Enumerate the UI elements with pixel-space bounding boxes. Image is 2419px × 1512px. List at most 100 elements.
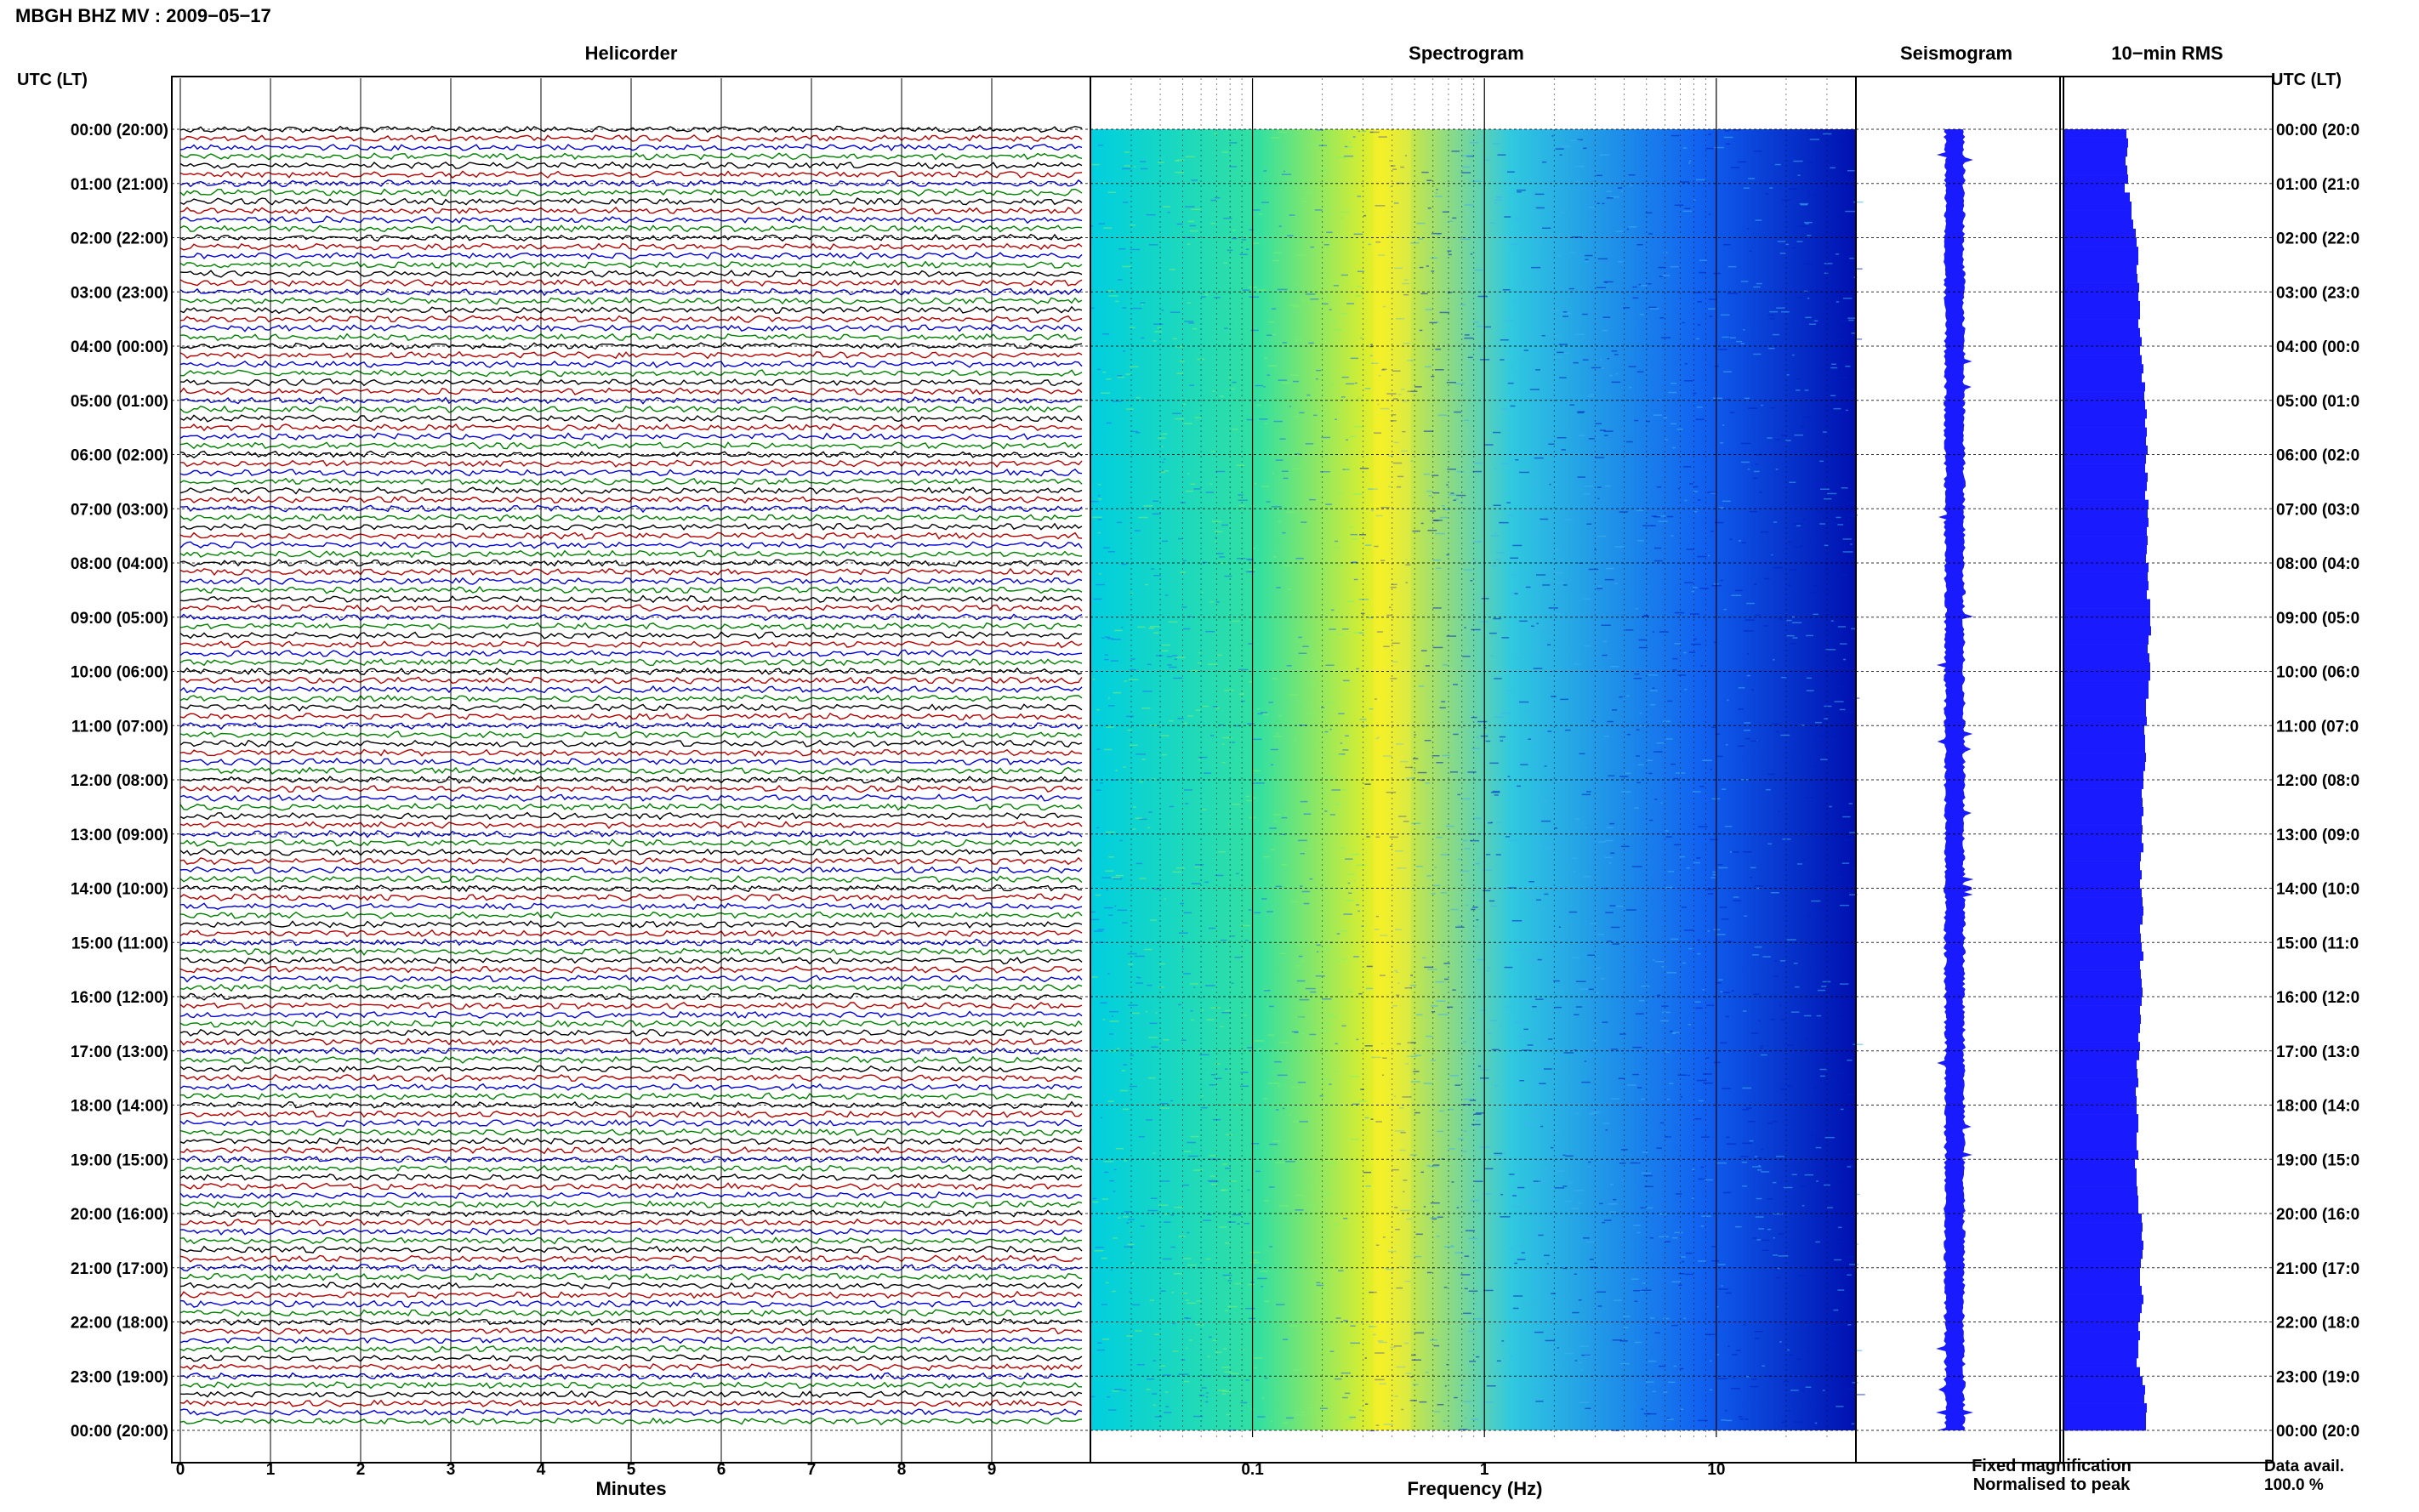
spectrogram-speckle (1331, 1013, 1334, 1015)
spectrogram-speckle (1849, 258, 1854, 259)
spectrogram-speckle (1301, 960, 1305, 963)
spectrogram-speckle (1234, 957, 1242, 958)
spectrogram-speckle (1184, 789, 1192, 791)
spectrogram-speckle (1277, 288, 1288, 291)
spectrogram-speckle (1851, 333, 1856, 334)
spectrogram-speckle (1130, 248, 1141, 251)
spectrogram-speckle (1170, 1246, 1176, 1248)
spectrogram-speckle (1345, 858, 1353, 860)
spectrogram-speckle (1351, 1139, 1359, 1140)
spectrogram-speckle (1100, 1117, 1103, 1119)
spectrogram-speckle (1587, 954, 1595, 956)
spectrogram-speckle (1517, 657, 1523, 659)
spectrogram-speckle (1688, 947, 1693, 950)
spectrogram-speckle (1294, 415, 1300, 418)
spectrogram-speckle (1390, 586, 1397, 588)
spectrogram-speckle (1164, 458, 1166, 460)
spectrogram-speckle (1830, 367, 1838, 369)
spectrogram-speckle (1315, 568, 1325, 571)
spectrogram-speckle (1202, 561, 1208, 564)
spectrogram-speckle (1654, 560, 1663, 562)
spectrogram-speckle (1717, 864, 1723, 866)
spectrogram-speckle (1768, 347, 1775, 350)
spectrogram-speckle (1132, 806, 1136, 808)
spectrogram-speckle (1603, 736, 1609, 737)
spectrogram-speckle (1731, 1388, 1740, 1390)
spectrogram-speckle (1549, 690, 1558, 692)
spectrogram-speckle (1732, 990, 1734, 992)
spectrogram-speckle (1594, 549, 1597, 551)
spectrogram-speckle (1759, 1047, 1763, 1049)
spectrogram-speckle (1523, 1304, 1532, 1305)
spectrogram-speckle (1500, 1193, 1504, 1196)
spectrogram-speckle (1254, 912, 1261, 914)
spectrogram-speckle (1746, 602, 1756, 605)
spectrogram-speckle (1731, 167, 1739, 168)
spectrogram-speckle (1582, 876, 1591, 878)
spectrogram-speckle (1597, 1305, 1602, 1307)
spectrogram-speckle (1275, 459, 1283, 461)
spectrogram-speckle (1634, 1300, 1638, 1302)
spectrogram-speckle (1494, 532, 1497, 534)
spectrogram-speckle (1480, 1009, 1487, 1011)
spectrogram-speckle (1638, 999, 1645, 1002)
spectrogram-speckle (1375, 1378, 1385, 1381)
spectrogram-speckle (1427, 969, 1437, 970)
spectrogram-speckle (1164, 1412, 1172, 1413)
spectrogram-speckle (1456, 1207, 1460, 1208)
spectrogram-speckle (1272, 333, 1277, 336)
rms-bar (2063, 409, 2147, 419)
spectrogram-speckle (1761, 1171, 1770, 1173)
spectrogram-speckle (1175, 160, 1180, 162)
spectrogram-speckle (1741, 281, 1749, 282)
spectrogram-speckle (1847, 1060, 1853, 1061)
spectrogram-speckle (1776, 1156, 1784, 1157)
spectrogram-speckle (1432, 520, 1443, 521)
spectrogram-speckle (1854, 268, 1863, 270)
spectrogram-speckle (1390, 165, 1396, 167)
spectrogram-speckle (1190, 1010, 1193, 1012)
spectrogram-speckle (1269, 1246, 1273, 1248)
spectrogram-speckle (1469, 1018, 1472, 1020)
spectrogram-speckle (1249, 1317, 1255, 1320)
spectrogram-speckle (1490, 565, 1497, 567)
spectrogram-speckle (1378, 254, 1386, 256)
spectrogram-speckle (1540, 820, 1551, 822)
spectrogram-speckle (1514, 218, 1521, 220)
spectrogram-speckle (1636, 729, 1640, 730)
spectrogram-speckle (1847, 1388, 1855, 1390)
spectrogram-speckle (1171, 1292, 1174, 1293)
spectrogram-speckle (1268, 702, 1273, 703)
spectrogram-speckle (1712, 873, 1717, 876)
spectrogram-speckle (1183, 912, 1192, 914)
spectrogram-speckle (1397, 475, 1404, 478)
spectrogram-speckle (1548, 1364, 1551, 1366)
spectrogram-speckle (1346, 900, 1354, 901)
spectrogram-speckle (1837, 1289, 1845, 1291)
spectrogram-speckle (1187, 243, 1191, 245)
spectrogram-speckle (1137, 626, 1146, 628)
spectrogram-speckle (1806, 677, 1813, 679)
spectrogram-speckle (1414, 1054, 1422, 1056)
spectrogram-speckle (1672, 657, 1678, 660)
spectrogram-speckle (1551, 974, 1554, 976)
spectrogram-speckle (1404, 987, 1412, 989)
rms-bar (2063, 210, 2132, 220)
spectrogram-speckle (1787, 1085, 1792, 1087)
spectrogram-speckle (1219, 1226, 1227, 1228)
spectrogram-speckle (1610, 196, 1619, 198)
spectrogram-speckle (1616, 905, 1625, 907)
spectrogram-speckle (1530, 533, 1540, 535)
spectrogram-speckle (1510, 557, 1518, 559)
spectrogram-speckle (1294, 1414, 1305, 1416)
spectrogram-speckle (1181, 1039, 1187, 1041)
spectrogram-speckle (1369, 708, 1374, 710)
spectrogram-speckle (1152, 513, 1161, 515)
right-time-tick-label: 21:00 (17:0 (2276, 1260, 2359, 1278)
spectrogram-speckle (1136, 982, 1143, 984)
spectrogram-speckle (1108, 1050, 1118, 1052)
rms-bar (2063, 734, 2145, 744)
spectrogram-speckle (1562, 315, 1568, 317)
spectrogram-speckle (1187, 473, 1190, 475)
helicorder-x-label: Minutes (595, 1478, 666, 1499)
